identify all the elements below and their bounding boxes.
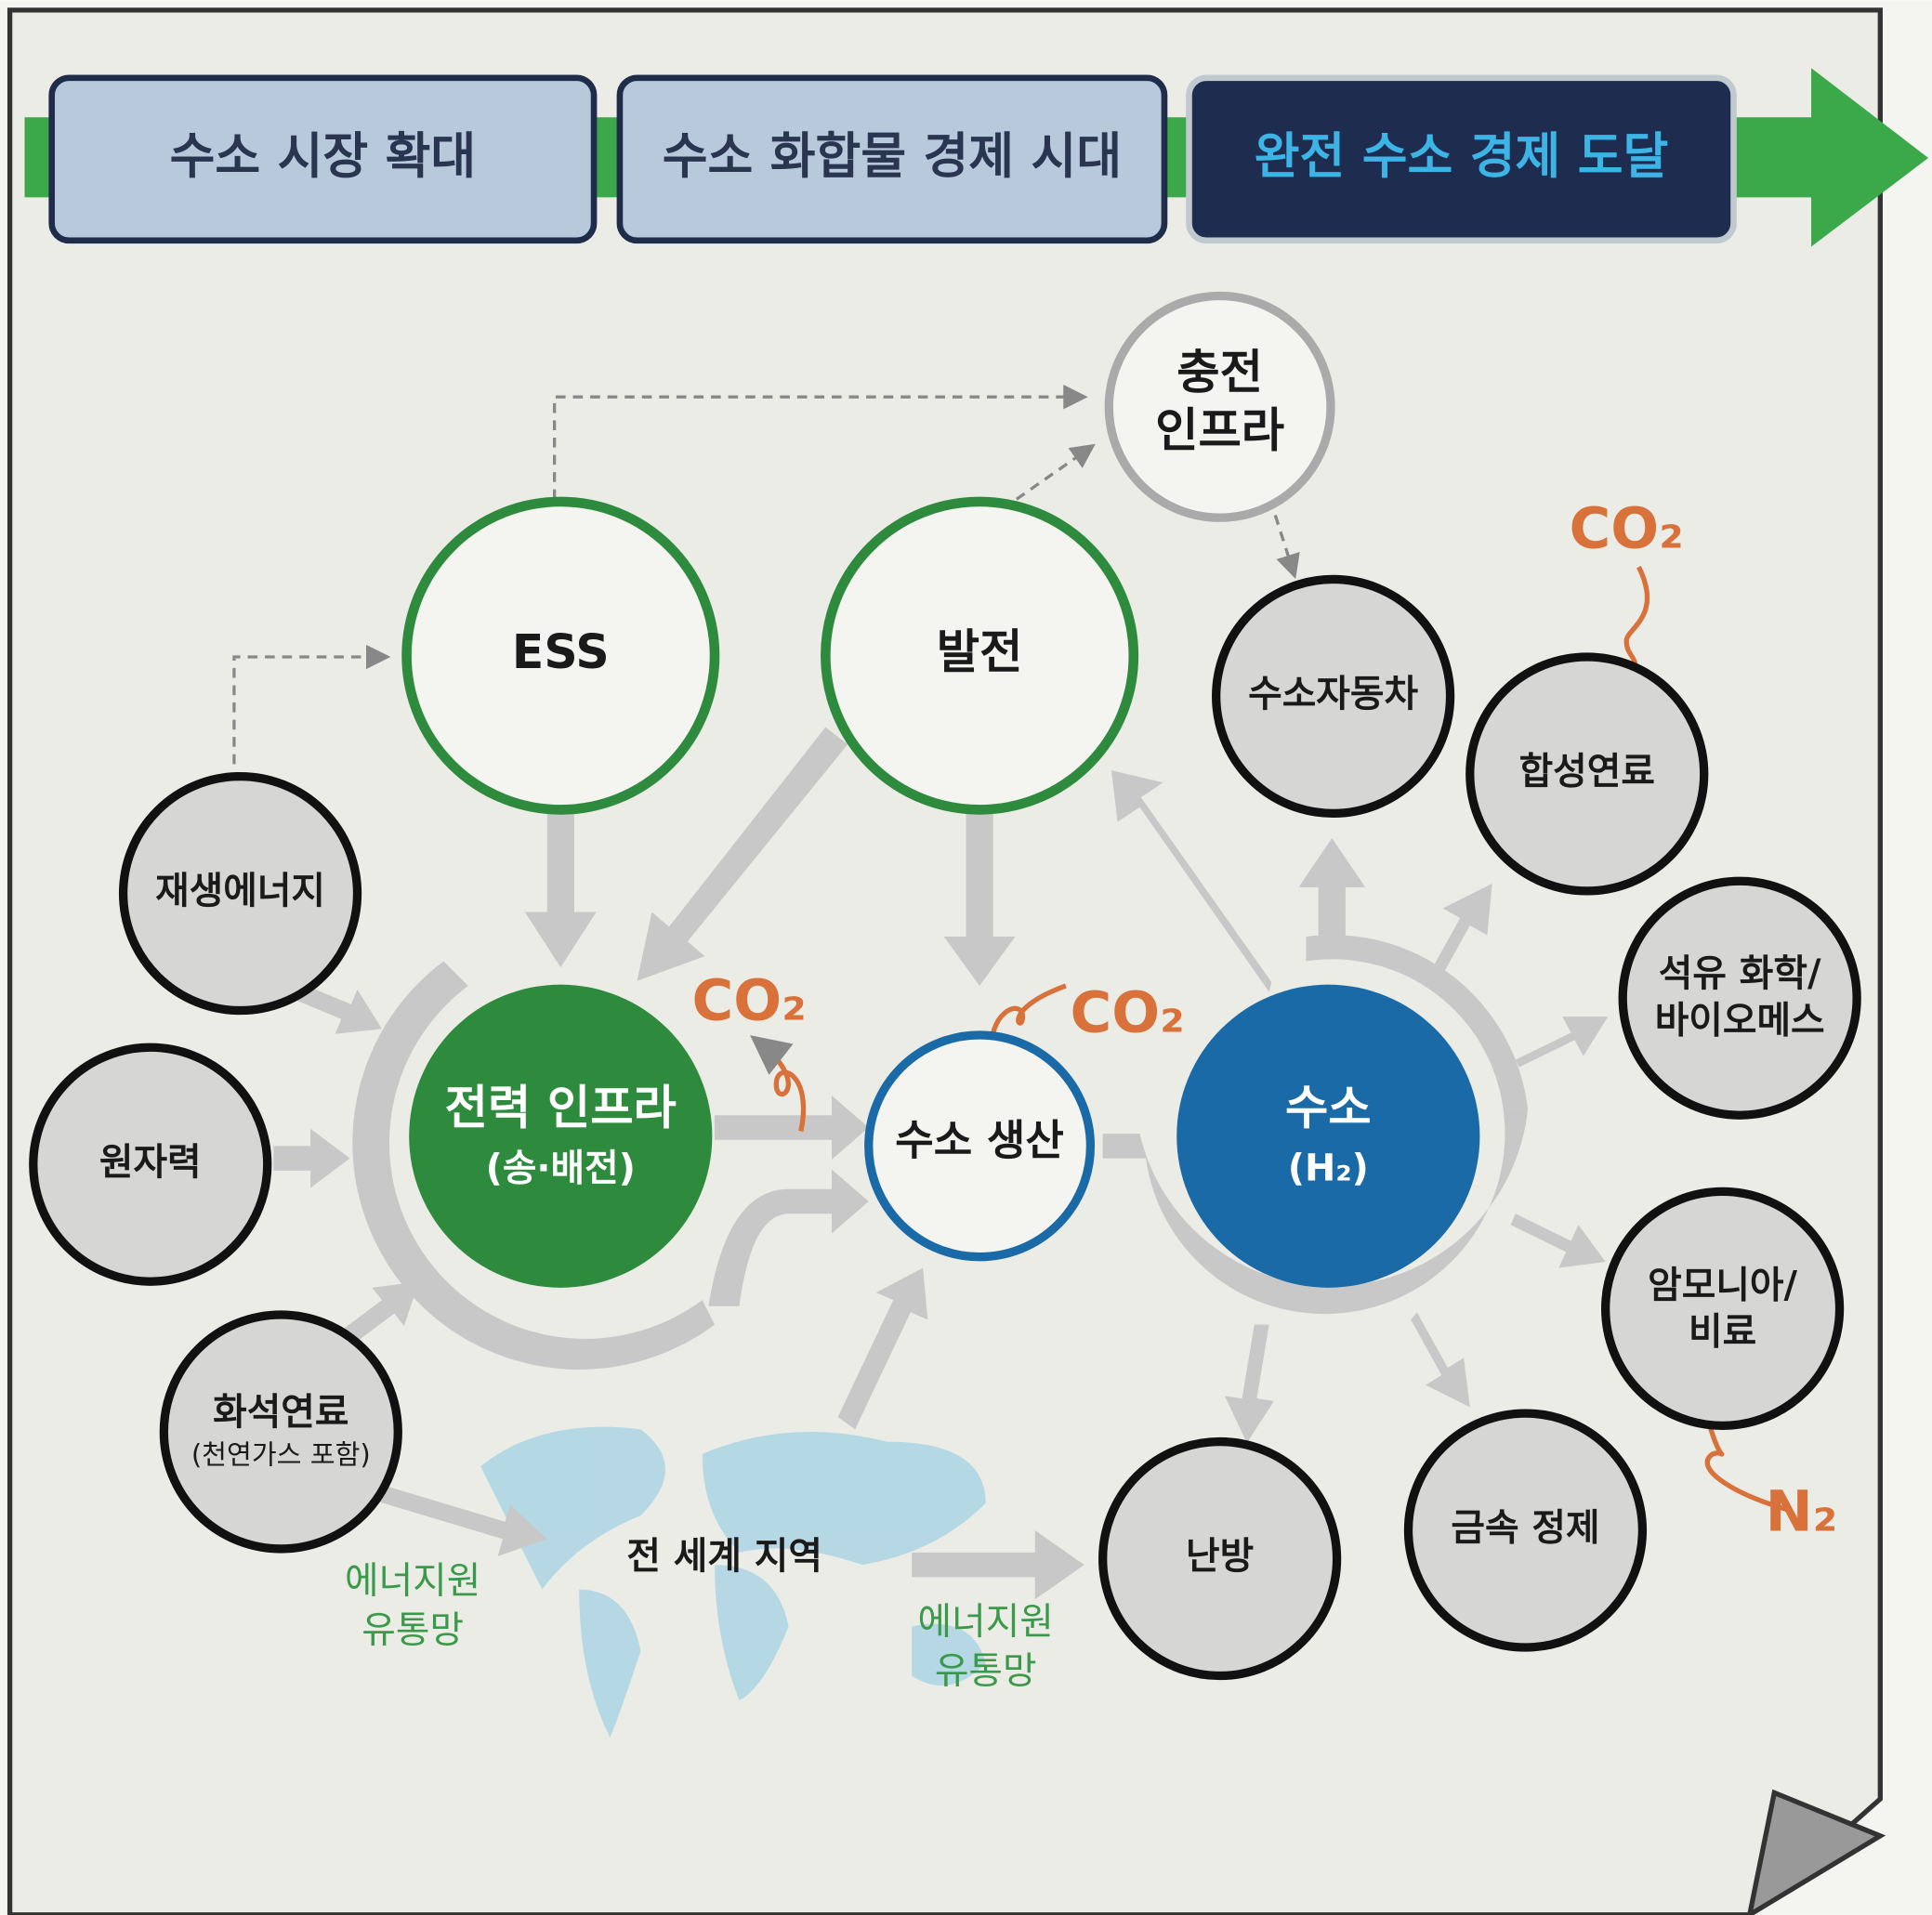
node-label: 수소: [1285, 1081, 1372, 1135]
node-circle: [401, 496, 720, 815]
node-circle: [864, 1030, 1096, 1262]
node-label: (H₂): [1288, 1147, 1369, 1189]
node-label: 원자력: [99, 1141, 202, 1184]
node-circle: [1176, 984, 1480, 1288]
network-label: 에너지원: [345, 1560, 480, 1603]
node-label: 발전: [937, 624, 1023, 679]
node-label: 암모니아/: [1648, 1264, 1797, 1306]
node-label: 비료: [1689, 1311, 1756, 1354]
node-circle: [409, 984, 713, 1288]
node-label: 합성연료: [1519, 750, 1655, 793]
node-label: (천연가스 포함): [191, 1438, 371, 1470]
gas-label: N₂: [1766, 1479, 1838, 1545]
node-circle: [1212, 574, 1455, 819]
gas-curl: [750, 566, 1788, 1513]
stage-box: [616, 74, 1168, 244]
node-circle: [29, 1043, 272, 1286]
node-label: ESS: [512, 624, 610, 679]
node-circle: [1465, 652, 1709, 896]
node-label: 충전: [1176, 345, 1263, 400]
network-label: 유통망: [935, 1649, 1037, 1692]
node-label: 수소자동차: [1248, 673, 1418, 715]
dashed-arrow: [232, 384, 1300, 765]
world-map: [480, 1426, 986, 1738]
page-curl: [1747, 1789, 1886, 1915]
node-circle: [1600, 1187, 1845, 1430]
node-label: 전 세계 지역: [626, 1535, 822, 1578]
nodes: [29, 291, 1861, 1681]
node-label: 석유 화학/: [1659, 952, 1821, 995]
stage-label: 수소 시장 확대: [170, 127, 477, 185]
gas-label: CO₂: [1071, 980, 1185, 1046]
node-circle: [1098, 1436, 1342, 1681]
node-label: 화석연료: [213, 1391, 348, 1434]
gas-label: CO₂: [691, 967, 806, 1033]
stage-label: 수소 화합물 경제 시대: [663, 127, 1122, 185]
node-circle: [118, 771, 362, 1016]
stage-label: 완전 수소 경제 도달: [1255, 127, 1669, 185]
node-label: 인프라: [1155, 402, 1284, 457]
stage-box: [1186, 74, 1737, 244]
stage-box: [48, 74, 598, 244]
node-circle: [821, 496, 1139, 815]
node-circle: [159, 1310, 402, 1554]
flow-arrow: [267, 727, 1609, 1600]
node-label: 바이오메스: [1655, 999, 1825, 1042]
node-circle: [1403, 1409, 1648, 1652]
node-label: 금속 정제: [1451, 1507, 1599, 1550]
node-circle: [1618, 876, 1861, 1120]
node-label: 수소 생산: [895, 1116, 1064, 1165]
node-labels: 충전 인프라 ESS 발전 수소자동차 합성연료 석유 화학/ 바이오메스 암모…: [99, 345, 1825, 1578]
node-label: 전력 인프라: [445, 1081, 677, 1135]
node-label: 재생에너지: [155, 870, 325, 912]
gas-label: CO₂: [1570, 496, 1684, 562]
node-circle: [1104, 291, 1335, 522]
node-label: 난방: [1186, 1535, 1254, 1578]
network-label: 유통망: [361, 1609, 464, 1652]
network-label: 에너지원: [918, 1600, 1054, 1643]
node-label: (송·배전): [486, 1147, 636, 1189]
